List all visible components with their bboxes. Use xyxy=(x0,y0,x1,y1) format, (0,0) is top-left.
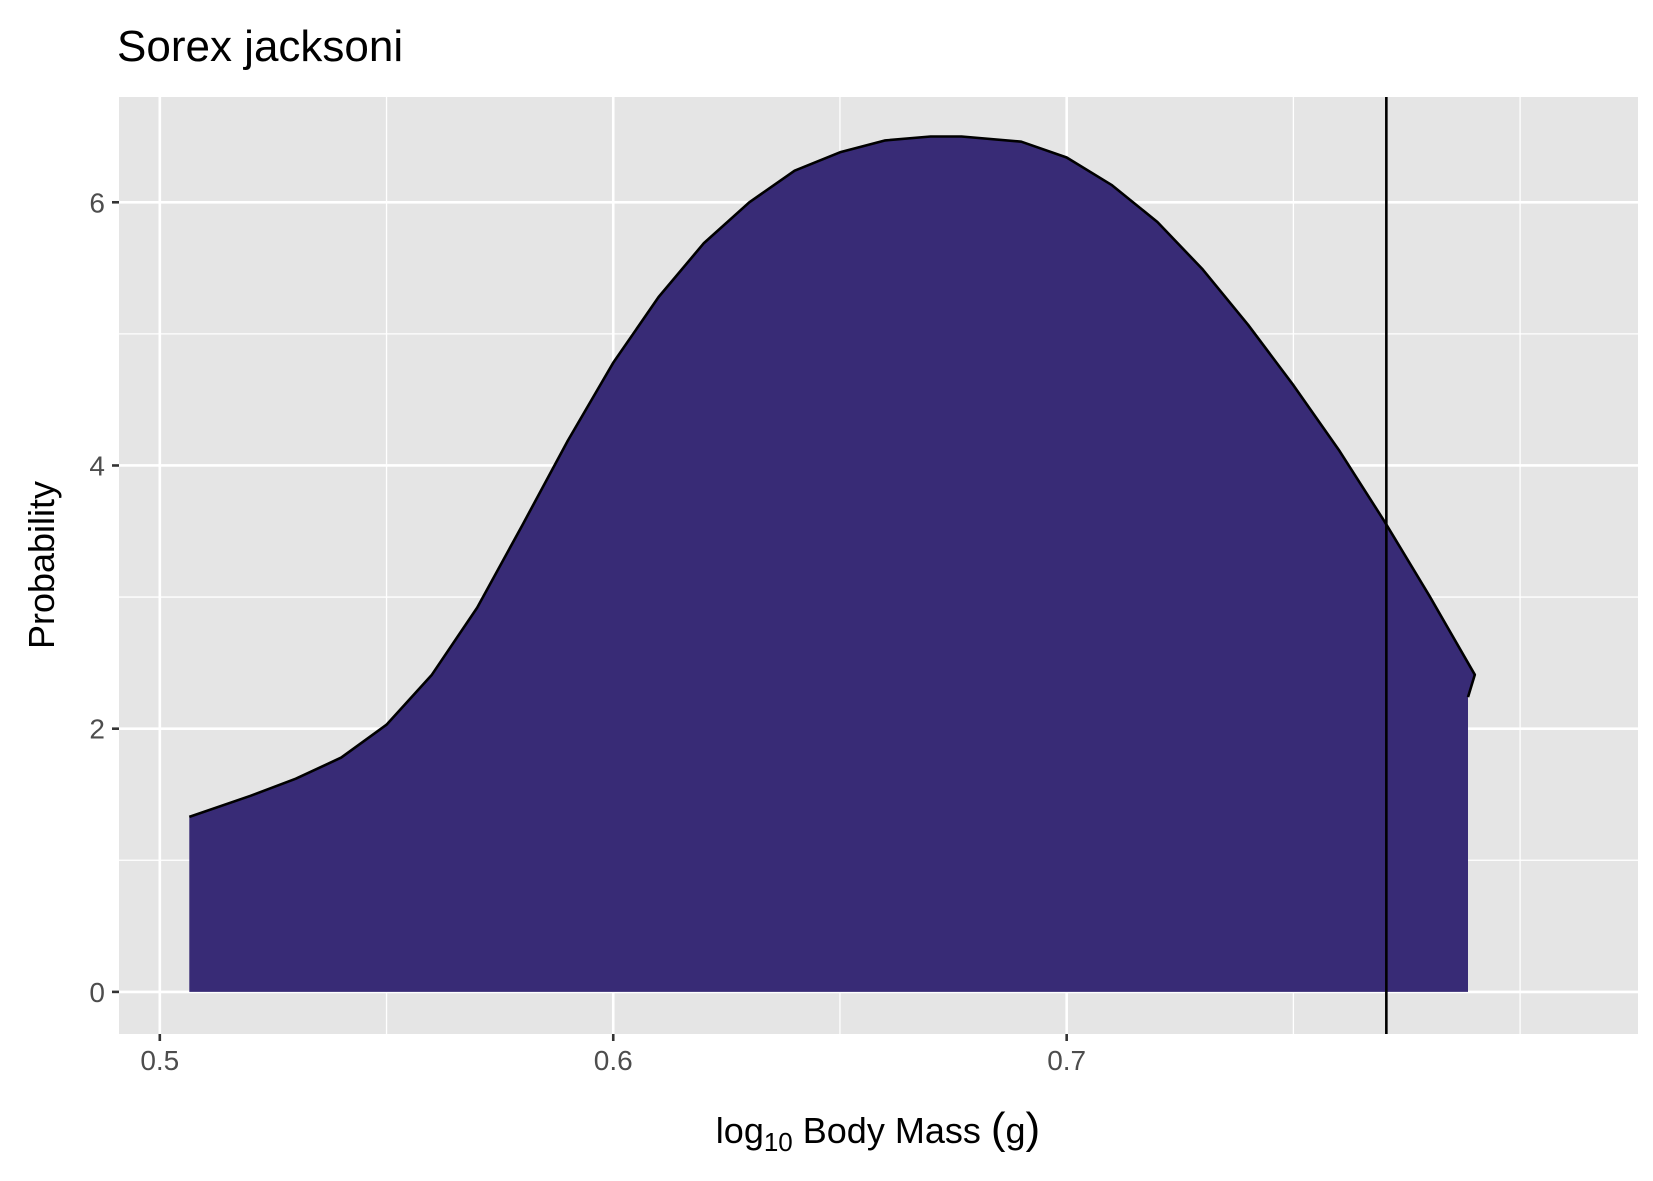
y-axis-title: Probability xyxy=(21,481,62,649)
x-axis-title-open-paren: ( xyxy=(991,1104,1006,1153)
density-area xyxy=(189,136,1475,992)
y-axis: 0 2 4 6 xyxy=(89,187,119,1008)
x-axis-title-suffix: Body Mass xyxy=(793,1110,991,1151)
x-tick-label: 0.5 xyxy=(140,1045,179,1076)
x-axis-title-unit: g xyxy=(1006,1110,1026,1151)
x-axis: 0.5 0.6 0.7 xyxy=(140,1034,1086,1076)
x-axis-title-prefix: log xyxy=(716,1110,764,1151)
x-tick-label: 0.6 xyxy=(594,1045,633,1076)
x-axis-title: log10 Body Mass (g) xyxy=(716,1104,1040,1157)
y-tick-label: 6 xyxy=(89,187,105,218)
y-tick-label: 2 xyxy=(89,714,105,745)
x-axis-title-close-paren: ) xyxy=(1026,1104,1041,1153)
y-tick-label: 4 xyxy=(89,450,105,481)
density-curve xyxy=(188,135,1477,819)
chart-title: Sorex jacksoni xyxy=(117,22,403,71)
y-tick-label: 0 xyxy=(89,977,105,1008)
x-axis-title-subscript: 10 xyxy=(764,1127,793,1157)
x-tick-label: 0.7 xyxy=(1047,1045,1086,1076)
density-layer xyxy=(188,135,1477,992)
